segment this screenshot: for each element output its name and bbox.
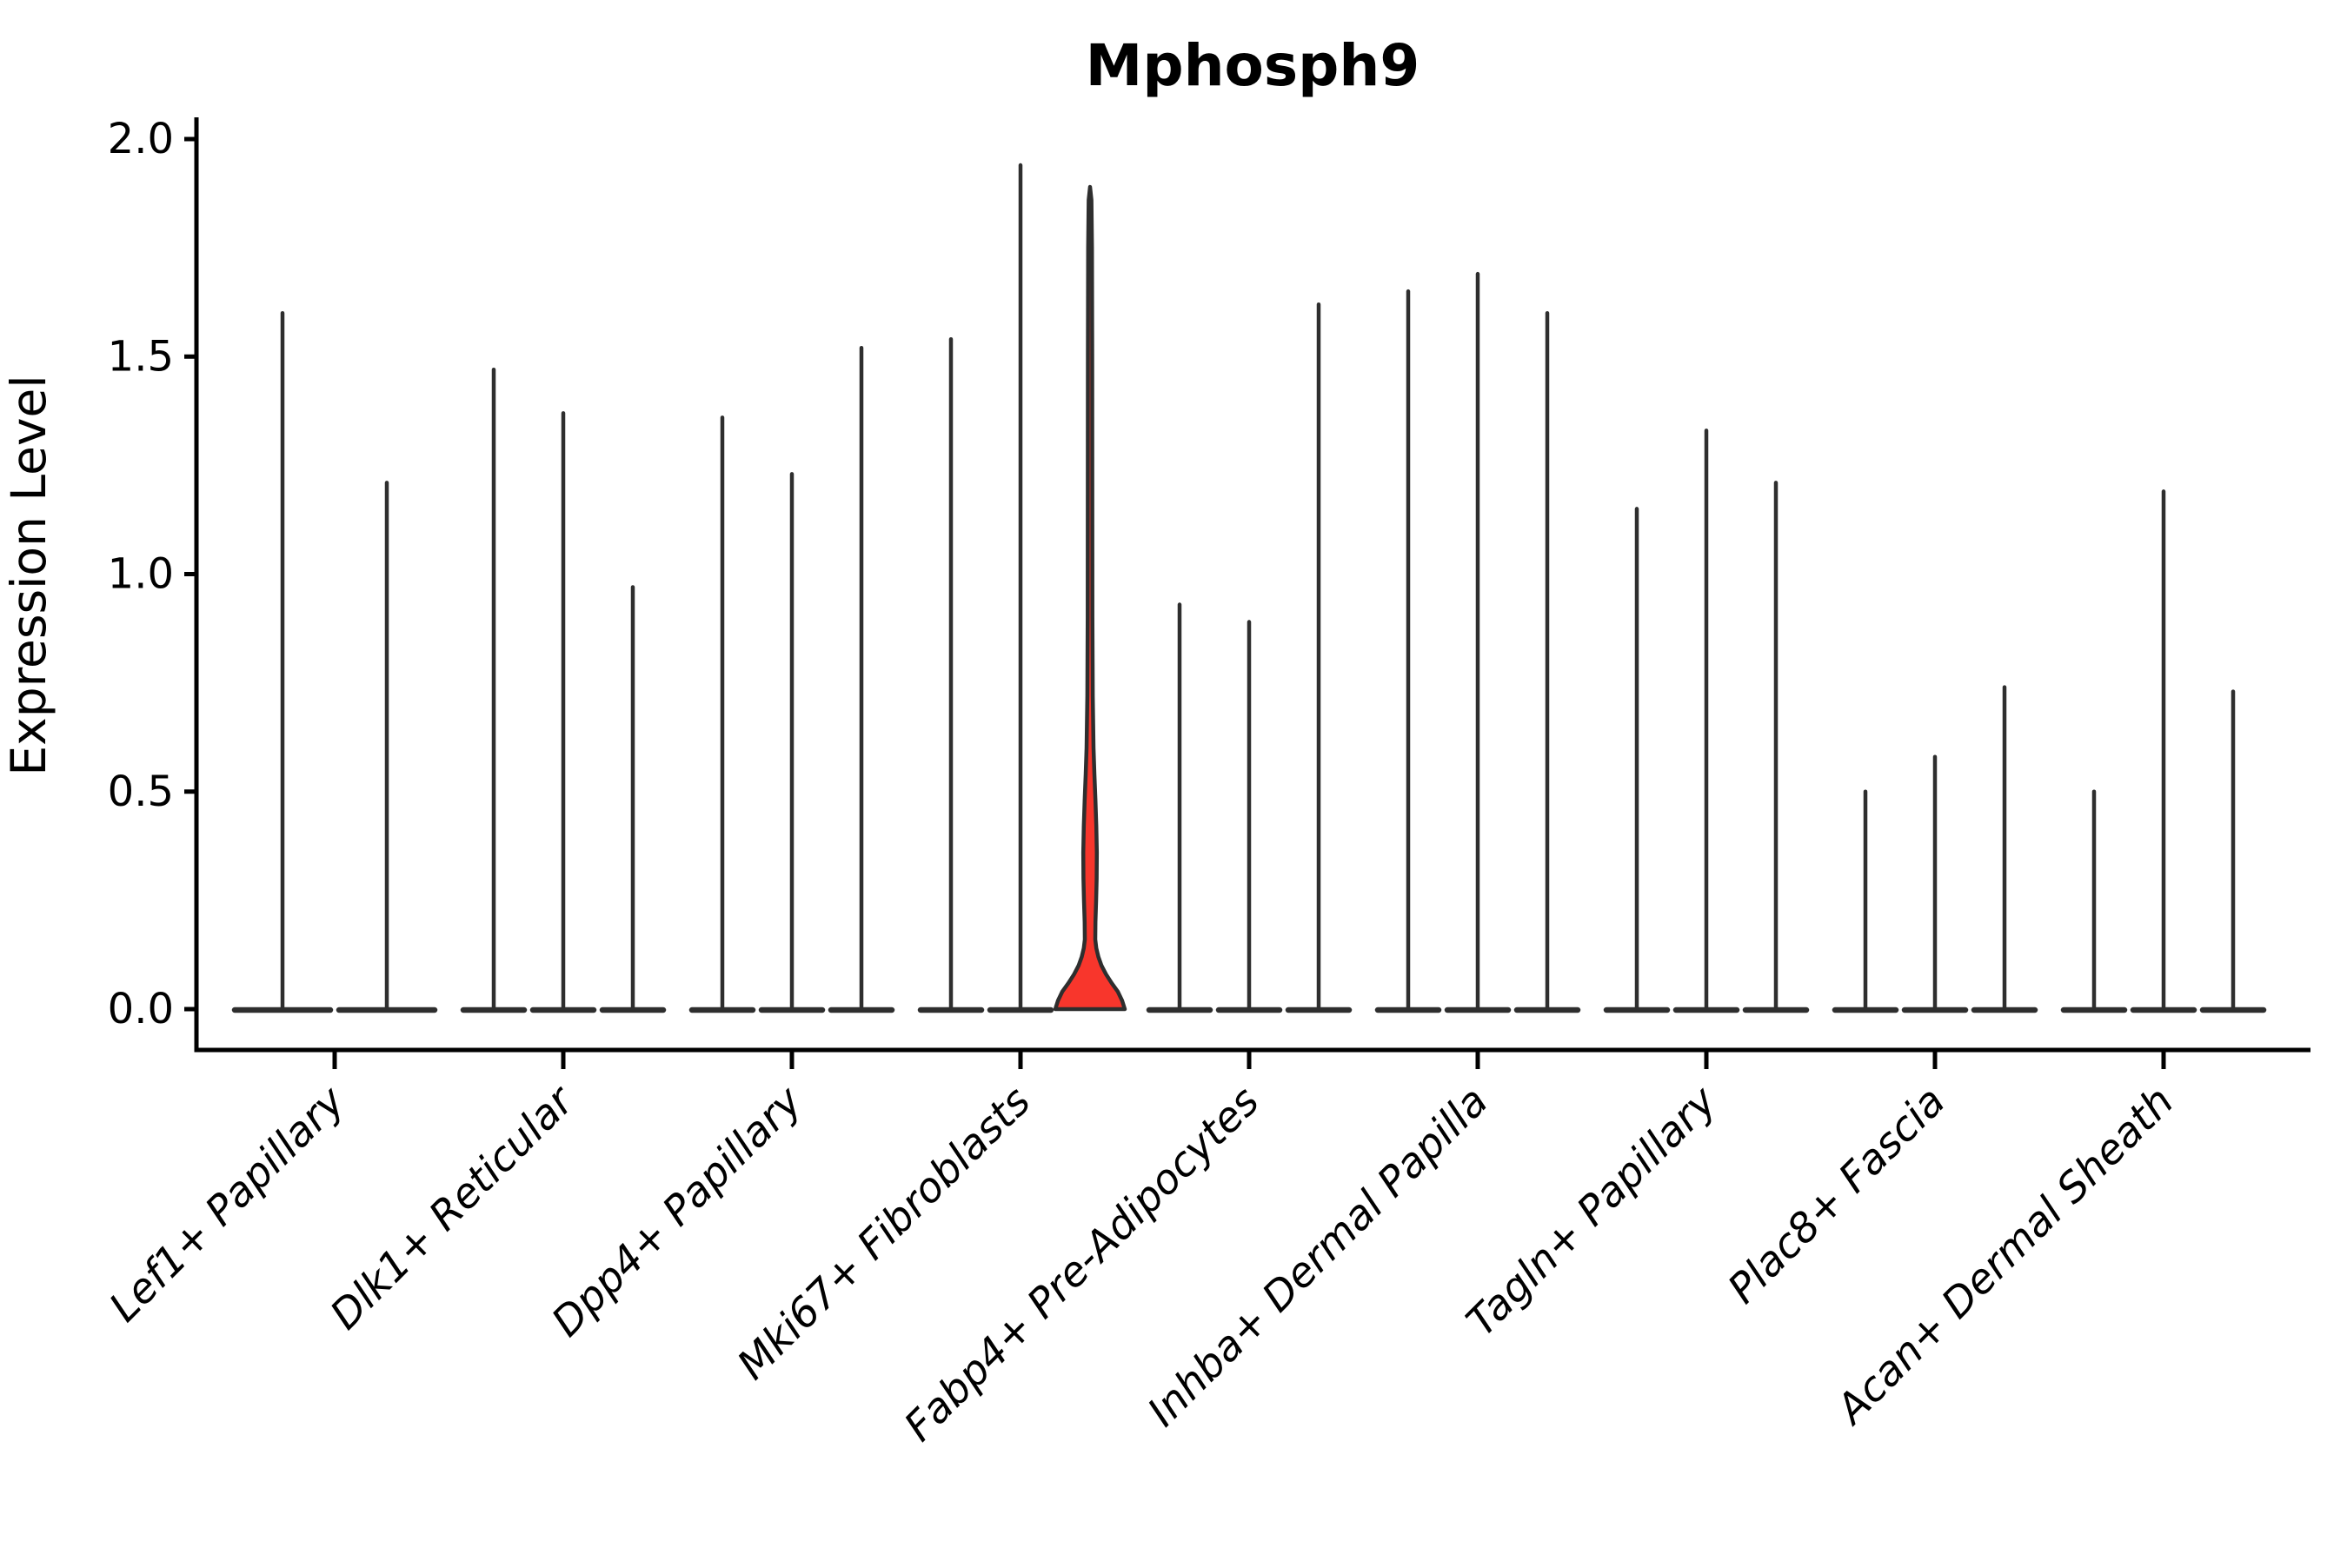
- y-axis-label: Expression Level: [1, 375, 57, 775]
- x-tick-label: Dpp4+ Papillary: [542, 1077, 812, 1346]
- y-tick-label: 0.5: [108, 767, 174, 816]
- x-tick-label: Tagln+ Papillary: [1458, 1077, 1727, 1346]
- y-tick-label: 1.0: [108, 550, 174, 599]
- x-tick-label: Plac8+ Fascia: [1719, 1078, 1954, 1313]
- chart-title: Mphosph9: [1086, 32, 1420, 99]
- y-tick-label: 0.0: [108, 985, 174, 1033]
- x-tick-label: Dlk1+ Reticular: [322, 1076, 585, 1339]
- x-tick-label: Lef1+ Papillary: [100, 1077, 355, 1332]
- y-tick-label: 2.0: [108, 115, 174, 163]
- y-tick-label: 1.5: [108, 332, 174, 381]
- highlighted-violin: [1053, 184, 1127, 1012]
